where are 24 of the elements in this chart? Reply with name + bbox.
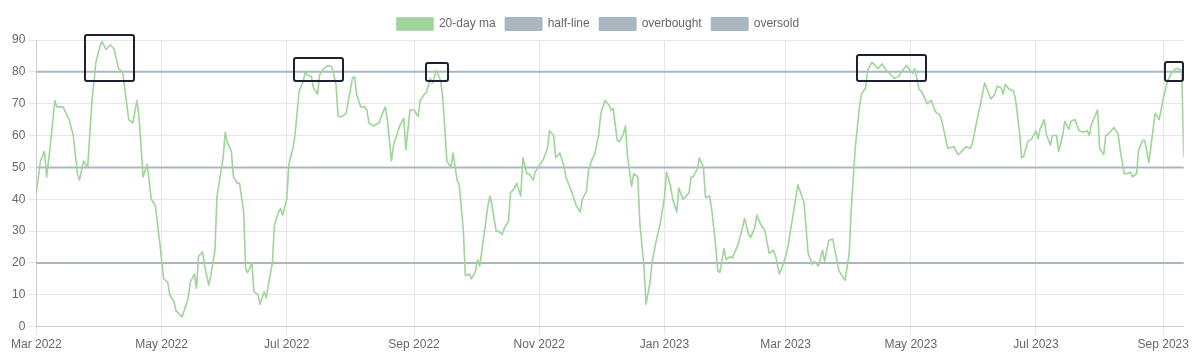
legend-label: 20-day ma (438, 16, 496, 31)
x-tick-label: Jul 2022 (264, 337, 310, 352)
y-tick-label: 50 (11, 159, 26, 174)
y-tick-label: 60 (11, 127, 26, 142)
y-tick-label: 40 (11, 191, 26, 206)
x-tick-label: May 2022 (135, 337, 189, 352)
x-tick-label: May 2023 (884, 337, 938, 352)
x-tick-label: Sep 2022 (388, 337, 441, 352)
y-tick-label: 30 (11, 223, 26, 238)
legend-label: half-line (547, 16, 590, 31)
x-tick-label: Nov 2022 (513, 337, 566, 352)
y-tick-label: 0 (18, 318, 26, 333)
y-tick-label: 20 (11, 255, 26, 270)
x-tick-label: Jul 2023 (1013, 337, 1059, 352)
y-tick-label: 90 (11, 32, 26, 47)
legend-label: overbought (641, 16, 703, 31)
y-tick-label: 70 (11, 96, 26, 110)
x-tick-label: Mar 2022 (11, 337, 63, 352)
y-tick-label: 80 (11, 64, 26, 79)
y-tick-label: 10 (11, 287, 26, 302)
x-tick-label: Jan 2023 (639, 337, 690, 352)
legend-label: oversold (753, 16, 800, 31)
x-tick-label: Mar 2023 (760, 337, 812, 352)
x-tick-label: Sep 2023 (1137, 337, 1190, 352)
